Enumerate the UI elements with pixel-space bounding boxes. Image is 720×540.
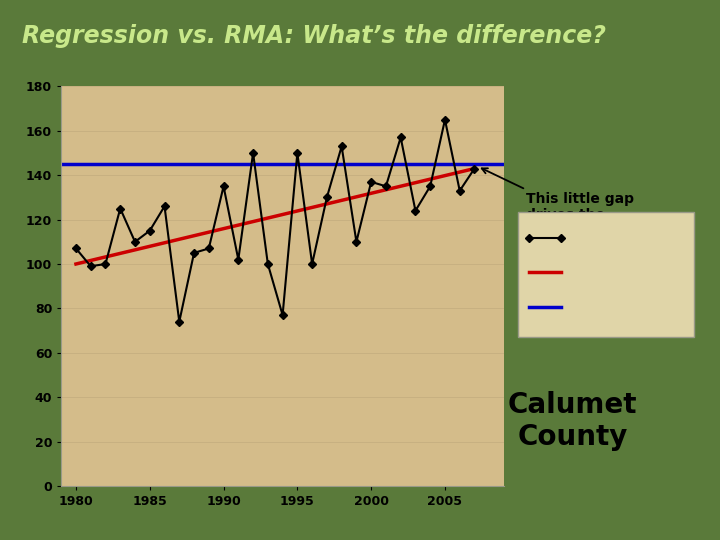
Harvstd Yld: [220, 183, 228, 190]
Harvstd Yld: [323, 194, 331, 201]
Harvstd Yld: [337, 143, 346, 150]
Harvstd Yld: [145, 227, 154, 234]
Harvstd Yld: [470, 165, 479, 172]
Harvstd Yld: [411, 207, 420, 214]
Harvstd Yld: [441, 117, 449, 123]
Harvstd Yld: [293, 150, 302, 156]
Harvstd Yld: [382, 183, 390, 190]
Harvstd Yld: [204, 245, 213, 252]
Harvstd Yld: [456, 187, 464, 194]
Harvstd Yld: [101, 261, 109, 267]
Harvstd Yld: [397, 134, 405, 141]
Harvstd Yld: [307, 261, 316, 267]
Harvstd Yld: [131, 239, 140, 245]
Text: Regression: Regression: [565, 267, 634, 278]
Text: Regression vs. RMA: What’s the difference?: Regression vs. RMA: What’s the differenc…: [22, 24, 606, 48]
Harvstd Yld: [161, 203, 169, 210]
Harvstd Yld: [248, 150, 257, 156]
Harvstd Yld: [190, 249, 199, 256]
Text: Harvstd Yld: Harvstd Yld: [565, 233, 638, 243]
Line: Harvstd Yld: Harvstd Yld: [73, 117, 477, 325]
Text: This little gap
drives the
difference: This little gap drives the difference: [482, 168, 634, 239]
Harvstd Yld: [234, 256, 243, 263]
Text: Calumet
County: Calumet County: [508, 391, 637, 451]
Harvstd Yld: [366, 179, 375, 185]
Harvstd Yld: [175, 319, 184, 325]
Harvstd Yld: [352, 239, 361, 245]
Harvstd Yld: [86, 263, 95, 269]
Harvstd Yld: [264, 261, 272, 267]
Text: RMA: RMA: [565, 302, 593, 312]
Harvstd Yld: [116, 205, 125, 212]
Harvstd Yld: [426, 183, 435, 190]
Harvstd Yld: [71, 245, 80, 252]
Harvstd Yld: [278, 312, 287, 318]
